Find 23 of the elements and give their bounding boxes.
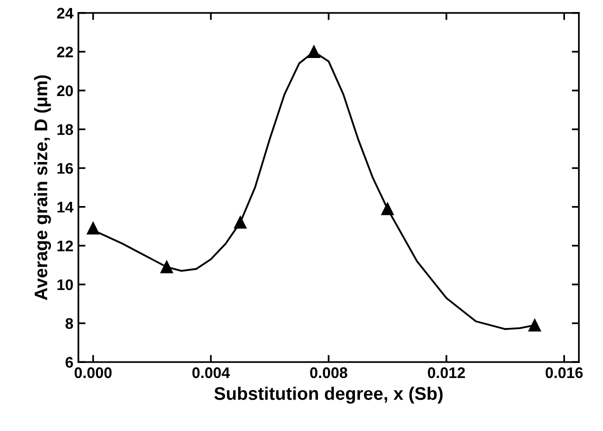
point xyxy=(234,216,247,229)
point xyxy=(160,260,173,274)
y-tick-label: 18 xyxy=(58,124,74,135)
x-tick-label: 0.000 xyxy=(74,367,112,378)
x-tick-label: 0.008 xyxy=(310,367,348,378)
y-tick-label: 16 xyxy=(58,162,73,174)
point xyxy=(308,45,320,58)
y-tick-label: 10 xyxy=(58,279,73,290)
y-tick-label: 14 xyxy=(58,202,74,212)
point xyxy=(381,202,394,216)
point xyxy=(528,318,541,332)
y-tick-label: 22 xyxy=(57,46,73,58)
x-tick-label: 0.012 xyxy=(428,367,465,378)
y-tick-label: 8 xyxy=(66,318,74,329)
y-tick-label: 12 xyxy=(58,240,73,252)
x-axis-title: Substitution degree, x (Sb) xyxy=(214,386,443,404)
y-axis-title: Average grain size, D (μm) xyxy=(34,75,51,300)
y-tick-label: 24 xyxy=(57,8,74,18)
y-tick-label: 6 xyxy=(66,356,73,368)
y-tick-label: 20 xyxy=(57,85,73,96)
x-tick-label: 0.016 xyxy=(546,367,583,378)
point xyxy=(86,222,100,234)
x-tick-label: 0.004 xyxy=(192,367,230,378)
